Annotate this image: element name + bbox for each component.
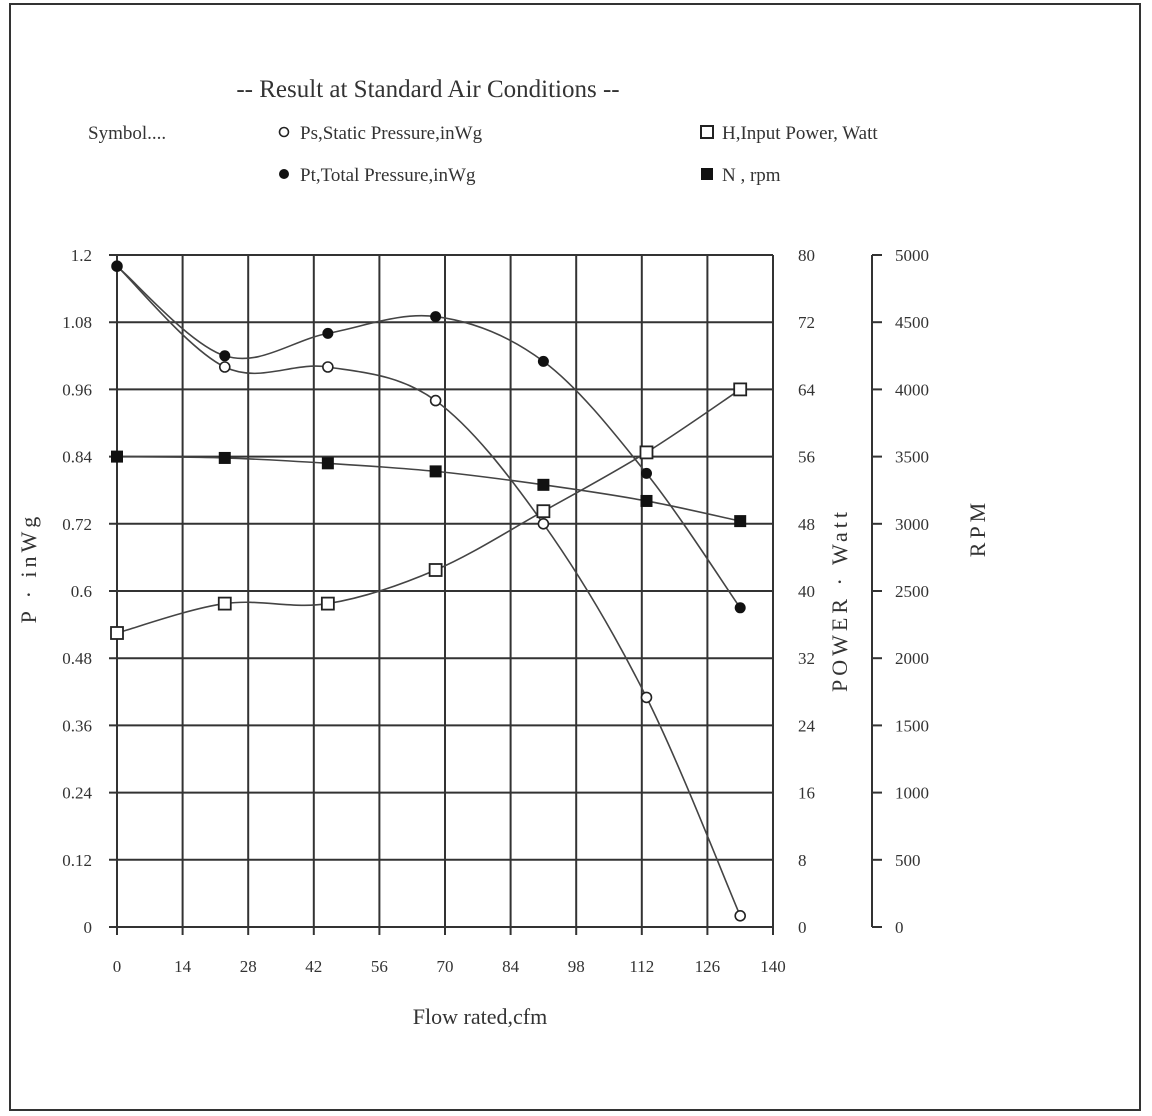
grid — [109, 254, 774, 935]
y-left-tick-label: 0.84 — [62, 448, 92, 467]
data-point-h — [110, 626, 124, 640]
data-point-pt — [537, 355, 549, 367]
y-power-tick-label: 32 — [798, 649, 815, 668]
series-line-n — [116, 455, 741, 522]
data-point-h — [320, 596, 335, 611]
legend-marker-ps — [278, 126, 290, 138]
x-tick-label: 126 — [695, 957, 721, 976]
x-tick-label: 56 — [371, 957, 388, 976]
x-tick-label: 140 — [760, 957, 786, 976]
y-left-tick-label: 0.72 — [62, 515, 92, 534]
y-power-tick-label: 56 — [798, 448, 815, 467]
x-tick-label: 84 — [502, 957, 520, 976]
x-tick-label: 98 — [568, 957, 585, 976]
y-rpm-tick-label: 1500 — [895, 716, 929, 735]
data-point-n — [111, 450, 123, 463]
y-left-tick-label: 1.2 — [71, 246, 92, 265]
data-point-n — [321, 457, 334, 470]
data-point-ps — [640, 691, 653, 704]
y-left-tick-label: 0 — [84, 918, 93, 937]
data-point-pt — [430, 311, 442, 323]
series-line-pt — [116, 265, 741, 609]
y-left-tick-label: 0.12 — [62, 851, 92, 870]
data-point-n — [218, 451, 231, 464]
data-point-pt — [111, 260, 123, 272]
data-point-n — [429, 465, 442, 478]
data-point-n — [640, 494, 653, 507]
legend-label-pt: Pt,Total Pressure,inWg — [300, 165, 476, 186]
data-point-h — [733, 382, 748, 397]
data-point-ps — [734, 909, 747, 922]
y-rpm-tick-label: 2000 — [895, 649, 929, 668]
data-point-h — [217, 596, 232, 611]
data-point-h — [536, 504, 551, 519]
tick-labels: 0 14 28 42 56 70 84 98 112 126 140 0 0.12 0.24 0.36 0.4… — [62, 246, 929, 976]
y-power-tick-label: 72 — [798, 313, 815, 332]
y-rpm-tick-label: 2500 — [895, 582, 929, 601]
data-point-ps — [218, 361, 231, 373]
y-power-tick-label: 16 — [798, 784, 815, 803]
x-tick-label: 14 — [174, 957, 192, 976]
legend-marker-h — [700, 125, 714, 139]
data-point-pt — [640, 467, 652, 479]
y-left-tick-label: 1.08 — [62, 313, 92, 332]
chart-border — [9, 3, 1141, 1111]
x-tick-label: 42 — [305, 957, 322, 976]
series-markers — [110, 260, 748, 922]
data-point-ps — [429, 394, 442, 407]
legend-label-h: H,Input Power, Watt — [722, 123, 878, 144]
data-point-ps — [537, 517, 550, 530]
y-rpm-tick-label: 1000 — [895, 784, 929, 803]
y-rpm-tick-label: 4000 — [895, 380, 929, 399]
y-power-tick-label: 80 — [798, 246, 815, 265]
y-rpm-tick-label: 0 — [895, 918, 904, 937]
series-line-h — [116, 388, 741, 634]
y-power-tick-label: 40 — [798, 582, 815, 601]
y-axis-title-rpm: RPM — [965, 499, 990, 557]
data-point-pt — [734, 602, 746, 614]
y-rpm-tick-label: 500 — [895, 851, 921, 870]
y-left-tick-label: 0.24 — [62, 784, 92, 803]
data-point-h — [639, 445, 654, 460]
legend-marker-pt — [279, 169, 289, 179]
y-power-tick-label: 48 — [798, 515, 815, 534]
x-tick-label: 0 — [113, 957, 122, 976]
y-rpm-tick-label: 3000 — [895, 515, 929, 534]
y-axis-title-pressure: P · inWg — [16, 513, 41, 624]
legend-label-n: N , rpm — [722, 165, 781, 186]
axes — [871, 254, 882, 928]
data-point-pt — [219, 350, 231, 362]
x-axis-title: Flow rated,cfm — [413, 1004, 547, 1029]
y-left-tick-label: 0.96 — [62, 380, 92, 399]
y-left-tick-label: 0.6 — [71, 582, 92, 601]
data-point-n — [537, 478, 550, 491]
x-tick-label: 28 — [240, 957, 257, 976]
y-left-tick-label: 0.48 — [62, 649, 92, 668]
y-power-tick-label: 8 — [798, 851, 807, 870]
legend-label-ps: Ps,Static Pressure,inWg — [300, 123, 483, 144]
data-point-pt — [322, 327, 334, 339]
y-axis-title-power: POWER · Watt — [827, 508, 852, 692]
chart-title: -- Result at Standard Air Conditions -- — [236, 76, 619, 103]
y-rpm-tick-label: 5000 — [895, 246, 929, 265]
y-rpm-tick-label: 4500 — [895, 313, 929, 332]
data-point-ps — [322, 361, 334, 373]
y-power-tick-label: 64 — [798, 380, 816, 399]
y-rpm-tick-label: 3500 — [895, 448, 929, 467]
x-tick-label: 112 — [629, 957, 654, 976]
legend: Symbol.... Ps,Static Pressure,inWg Pt,To… — [88, 123, 878, 186]
data-point-n — [734, 515, 747, 528]
legend-heading: Symbol.... — [88, 123, 166, 144]
y-power-tick-label: 24 — [798, 716, 816, 735]
y-left-tick-label: 0.36 — [62, 716, 92, 735]
legend-marker-n — [701, 168, 713, 180]
y-power-tick-label: 0 — [798, 918, 807, 937]
data-point-h — [428, 563, 443, 577]
x-tick-label: 70 — [437, 957, 454, 976]
